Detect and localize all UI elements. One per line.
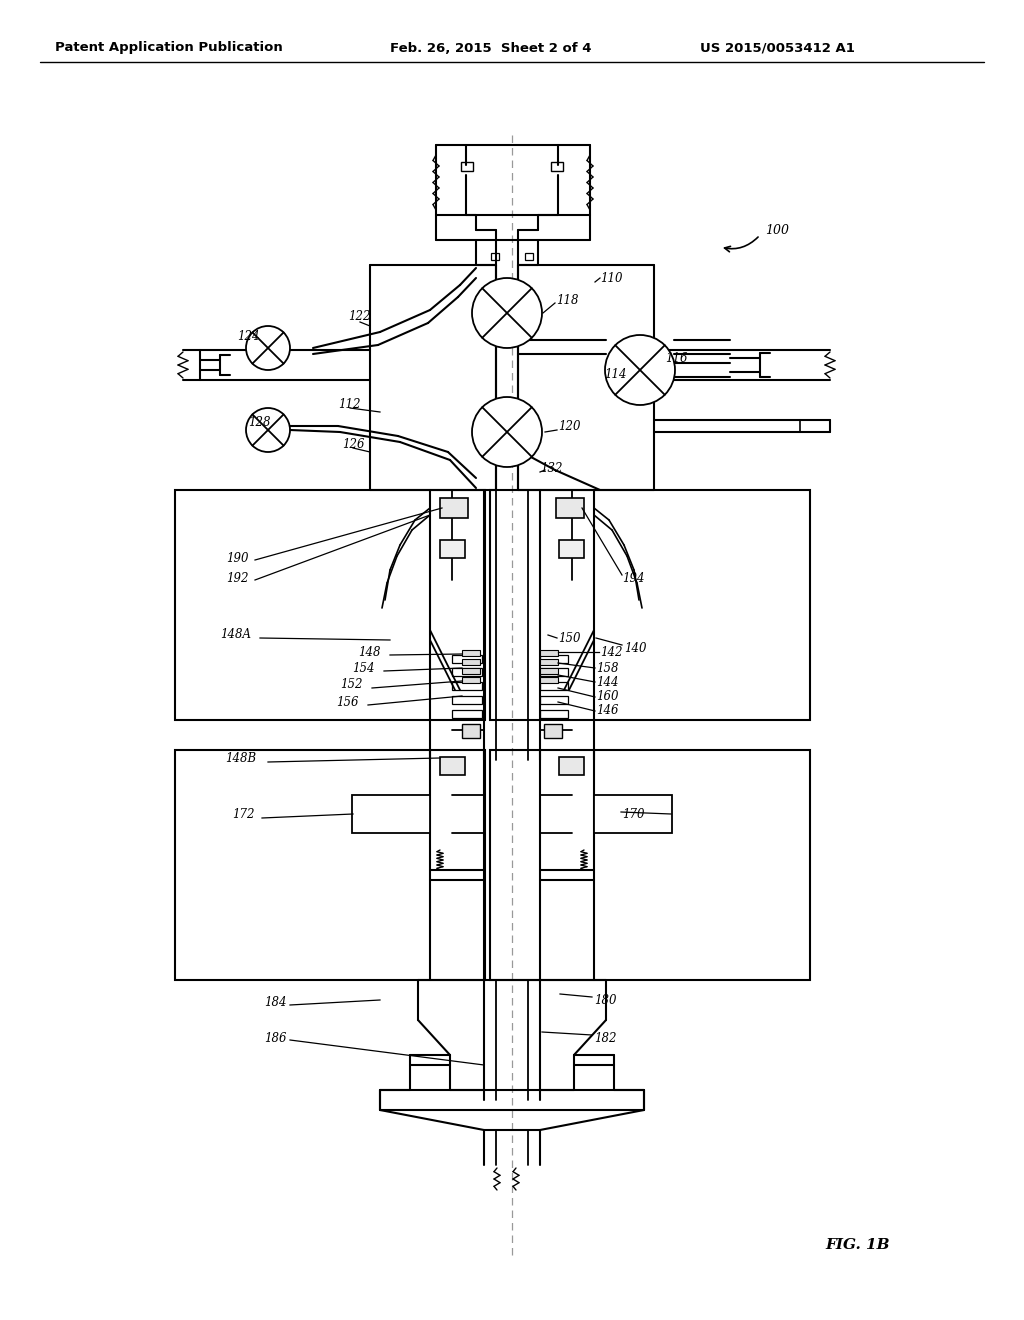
Text: 158: 158 — [596, 661, 618, 675]
Bar — [490, 490, 810, 719]
Text: 170: 170 — [622, 808, 644, 821]
Text: US 2015/0053412 A1: US 2015/0053412 A1 — [700, 41, 855, 54]
Bar — [540, 668, 558, 675]
Text: 124: 124 — [237, 330, 259, 343]
Bar — [540, 696, 568, 704]
Bar — [559, 756, 584, 775]
Circle shape — [472, 279, 542, 348]
Bar — [540, 655, 568, 663]
Text: 154: 154 — [352, 661, 375, 675]
Text: 160: 160 — [596, 689, 618, 702]
Bar — [540, 649, 558, 656]
Bar — [551, 162, 563, 172]
Text: 146: 146 — [596, 704, 618, 717]
Circle shape — [605, 335, 675, 405]
Text: 120: 120 — [558, 421, 581, 433]
Text: 122: 122 — [348, 309, 371, 322]
Text: 184: 184 — [264, 997, 287, 1010]
Text: 112: 112 — [338, 397, 360, 411]
Bar — [462, 668, 480, 675]
Bar — [462, 723, 480, 738]
Bar — [540, 659, 558, 665]
Text: 194: 194 — [622, 572, 644, 585]
Bar — [525, 253, 534, 260]
Text: 132: 132 — [540, 462, 562, 474]
Text: 192: 192 — [226, 572, 249, 585]
Bar — [452, 668, 482, 676]
Circle shape — [472, 397, 542, 467]
Bar — [440, 756, 465, 775]
Text: Feb. 26, 2015  Sheet 2 of 4: Feb. 26, 2015 Sheet 2 of 4 — [390, 41, 592, 54]
Bar — [559, 540, 584, 558]
Text: 182: 182 — [594, 1031, 616, 1044]
Text: 118: 118 — [556, 293, 579, 306]
Text: 100: 100 — [765, 223, 790, 236]
Text: 152: 152 — [340, 678, 362, 692]
Text: 148: 148 — [358, 645, 381, 659]
Bar — [490, 750, 810, 979]
Text: 190: 190 — [226, 552, 249, 565]
Text: 114: 114 — [604, 368, 627, 381]
Bar — [175, 750, 485, 979]
Text: 186: 186 — [264, 1031, 287, 1044]
Bar — [540, 710, 568, 718]
Bar — [540, 682, 568, 690]
Text: 126: 126 — [342, 438, 365, 451]
Bar — [594, 795, 672, 833]
Bar — [452, 682, 482, 690]
Text: 110: 110 — [600, 272, 623, 285]
Text: 148B: 148B — [225, 751, 256, 764]
Circle shape — [246, 408, 290, 451]
Bar — [490, 253, 499, 260]
Text: 156: 156 — [336, 696, 358, 709]
Bar — [462, 649, 480, 656]
Bar — [544, 723, 562, 738]
Text: 142: 142 — [600, 645, 623, 659]
Bar — [352, 795, 430, 833]
Text: 128: 128 — [248, 416, 270, 429]
Bar — [175, 490, 485, 719]
Text: 172: 172 — [232, 808, 255, 821]
Bar — [461, 162, 473, 172]
Text: 150: 150 — [558, 631, 581, 644]
Text: 180: 180 — [594, 994, 616, 1006]
Bar — [462, 677, 480, 682]
Bar — [462, 659, 480, 665]
Text: FIG. 1B: FIG. 1B — [825, 1238, 890, 1251]
Bar — [440, 540, 465, 558]
Text: Patent Application Publication: Patent Application Publication — [55, 41, 283, 54]
Circle shape — [246, 326, 290, 370]
Bar — [540, 677, 558, 682]
Bar — [540, 668, 568, 676]
Bar — [452, 655, 482, 663]
Text: 140: 140 — [624, 642, 646, 655]
Text: 116: 116 — [665, 351, 687, 364]
Bar — [556, 498, 584, 517]
Bar — [452, 710, 482, 718]
Bar — [452, 696, 482, 704]
Bar — [440, 498, 468, 517]
Text: 144: 144 — [596, 676, 618, 689]
Text: 148A: 148A — [220, 628, 251, 642]
